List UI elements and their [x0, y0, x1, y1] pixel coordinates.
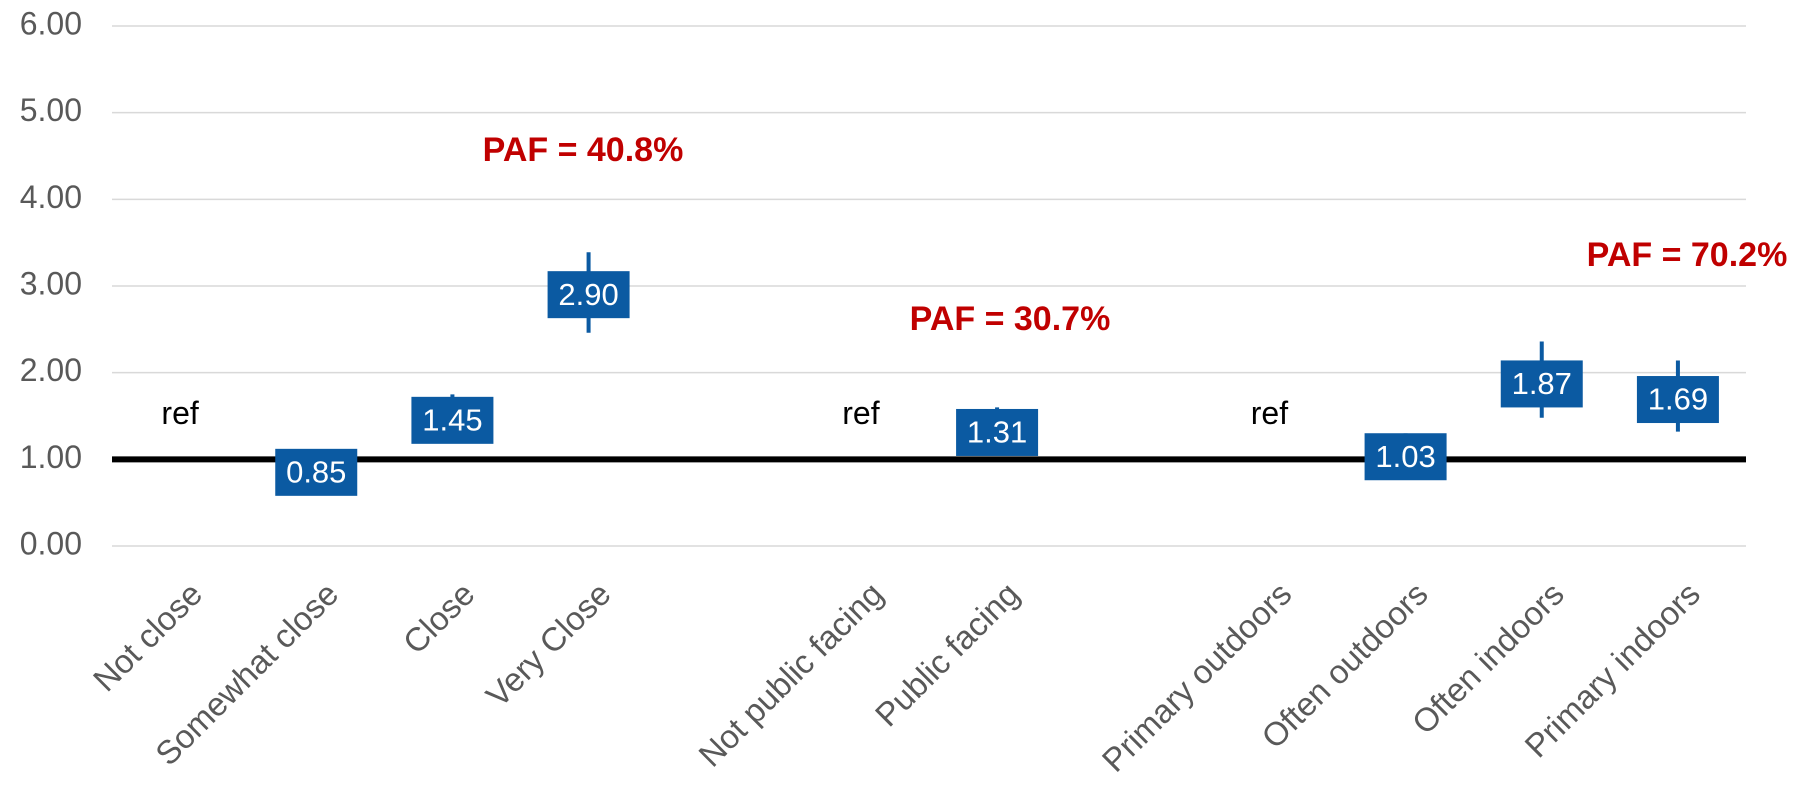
point-box: [547, 271, 630, 319]
point-box: [411, 396, 494, 444]
x-tick-label: Public facing: [868, 575, 1026, 733]
value-label: 1.45: [422, 403, 482, 438]
point-box: [1364, 433, 1447, 481]
annotation: PAF = 40.8%: [483, 131, 684, 169]
value-label: 0.85: [286, 455, 346, 490]
point-box: [275, 448, 358, 496]
y-tick-label: 4.00: [20, 179, 82, 215]
value-label: 1.87: [1512, 366, 1572, 401]
x-tick-label: Not public facing: [691, 575, 890, 774]
y-tick-label: 1.00: [20, 439, 82, 475]
annotation: PAF = 70.2%: [1587, 236, 1788, 274]
value-label: 1.31: [967, 415, 1027, 450]
point-box: [1636, 376, 1719, 424]
x-tick-label: Close: [396, 575, 482, 661]
point-box: [1500, 360, 1583, 408]
ref-label: ref: [161, 395, 198, 431]
x-tick-label: Not close: [86, 575, 209, 698]
ref-label: ref: [842, 395, 879, 431]
point-box: [956, 408, 1039, 456]
y-tick-label: 5.00: [20, 92, 82, 128]
value-label: 1.69: [1648, 382, 1708, 417]
y-tick-label: 3.00: [20, 265, 82, 301]
x-tick-label: Very Close: [479, 575, 618, 714]
x-tick-label: Primary outdoors: [1095, 575, 1299, 779]
value-label: 2.90: [558, 277, 618, 312]
y-tick-label: 6.00: [20, 5, 82, 41]
ref-label: ref: [1251, 395, 1288, 431]
y-tick-label: 0.00: [20, 525, 82, 561]
y-tick-label: 2.00: [20, 352, 82, 388]
annotation: PAF = 30.7%: [910, 300, 1111, 338]
value-label: 1.03: [1375, 439, 1435, 474]
